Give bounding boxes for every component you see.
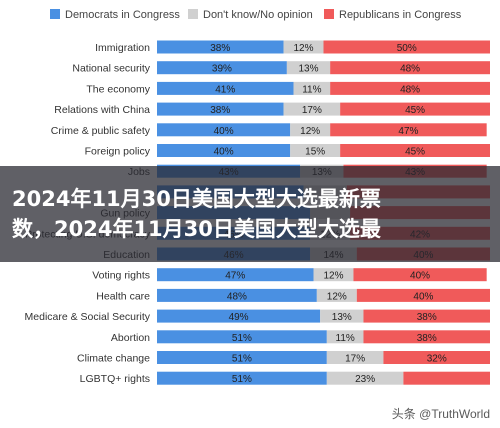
bar-segment-s3 bbox=[383, 351, 490, 364]
data-label: 38% bbox=[417, 333, 437, 344]
data-label: 40% bbox=[214, 126, 234, 137]
category-label: The economy bbox=[86, 83, 150, 95]
data-label: 17% bbox=[345, 354, 365, 365]
bar-segment-s3 bbox=[340, 102, 490, 116]
legend-swatch-2 bbox=[188, 9, 198, 19]
data-label: 48% bbox=[400, 64, 420, 75]
bar-segment-s1 bbox=[157, 102, 284, 116]
category-label: Immigration bbox=[95, 42, 150, 54]
data-label: 47% bbox=[225, 271, 245, 282]
bar-segment-s3 bbox=[340, 144, 490, 157]
data-label: 12% bbox=[300, 126, 320, 137]
data-label: 13% bbox=[299, 64, 319, 75]
category-label: Abortion bbox=[111, 332, 150, 344]
bar-segment-s2 bbox=[290, 123, 331, 137]
data-label: 38% bbox=[210, 105, 230, 116]
data-label: 49% bbox=[229, 312, 249, 323]
headline-overlay: 2024年11月30日美国大型大选最新票 数，2024年11月30日美国大型大选… bbox=[0, 166, 500, 262]
data-label: 50% bbox=[397, 43, 417, 54]
headline-line-1: 2024年11月30日美国大型大选最新票 bbox=[12, 187, 381, 211]
category-label: Medicare & Social Security bbox=[25, 311, 151, 323]
data-label: 12% bbox=[323, 271, 343, 282]
bar-segment-s3 bbox=[330, 61, 490, 75]
bar-segment-s2 bbox=[313, 268, 354, 282]
bar-segment-s1 bbox=[157, 40, 284, 54]
bar-segment-s2 bbox=[326, 371, 404, 385]
bar-segment-s1 bbox=[157, 288, 317, 302]
data-label: 39% bbox=[212, 64, 232, 75]
data-label: 38% bbox=[417, 312, 437, 323]
bar-segment-s1 bbox=[157, 371, 327, 385]
data-label: 32% bbox=[427, 354, 447, 365]
data-label: 15% bbox=[305, 147, 325, 158]
legend-label-3: Republicans in Congress bbox=[339, 9, 462, 21]
data-label: 45% bbox=[405, 147, 425, 158]
data-label: 47% bbox=[398, 126, 418, 137]
data-label: 41% bbox=[215, 84, 235, 95]
bar-segment-s2 bbox=[316, 288, 357, 302]
bar-segment-s1 bbox=[157, 123, 291, 137]
category-label: National security bbox=[72, 63, 150, 75]
bar-segment-s3 bbox=[353, 268, 487, 282]
category-label: Relations with China bbox=[54, 104, 150, 116]
data-label: 48% bbox=[400, 84, 420, 95]
bar-segment-s3 bbox=[323, 40, 490, 54]
category-label: Climate change bbox=[77, 353, 150, 365]
bar-segment-s3 bbox=[356, 288, 490, 302]
bar-segment-s2 bbox=[283, 40, 324, 54]
data-label: 12% bbox=[294, 43, 314, 54]
bar-segment-s3 bbox=[403, 371, 490, 385]
data-label: 11% bbox=[336, 333, 355, 344]
data-label: 17% bbox=[302, 105, 322, 116]
bar-segment-s1 bbox=[157, 309, 321, 323]
bar-segment-s3 bbox=[330, 123, 487, 137]
bar-segment-s2 bbox=[283, 102, 341, 116]
data-label: 51% bbox=[232, 354, 252, 365]
bar-segment-s2 bbox=[320, 309, 364, 323]
bar-segment-s2 bbox=[293, 81, 331, 95]
data-label: 45% bbox=[405, 105, 425, 116]
category-label: Voting rights bbox=[92, 270, 150, 282]
category-label: Foreign policy bbox=[85, 146, 151, 158]
bar-segment-s2 bbox=[290, 144, 341, 157]
data-label: 40% bbox=[214, 147, 234, 158]
legend-label-1: Democrats in Congress bbox=[65, 9, 180, 21]
bar-segment-s1 bbox=[157, 330, 327, 344]
bar-segment-s1 bbox=[157, 61, 287, 75]
data-label: 38% bbox=[210, 43, 230, 54]
category-label: Health care bbox=[96, 290, 150, 302]
headline-line-2: 数，2024年11月30日美国大型大选最 bbox=[12, 217, 381, 241]
data-label: 40% bbox=[413, 291, 433, 302]
bar-segment-s3 bbox=[363, 330, 490, 344]
data-label: 11% bbox=[302, 84, 321, 95]
data-label: 13% bbox=[332, 312, 352, 323]
category-label: Crime & public safety bbox=[51, 125, 151, 137]
data-label: 51% bbox=[232, 374, 252, 385]
bar-segment-s3 bbox=[363, 309, 490, 323]
bar-segment-s2 bbox=[286, 61, 331, 75]
bar-segment-s1 bbox=[157, 81, 294, 95]
data-label: 23% bbox=[355, 374, 375, 385]
data-label: 40% bbox=[410, 271, 430, 282]
data-label: 48% bbox=[227, 291, 247, 302]
category-label: LGBTQ+ rights bbox=[80, 373, 150, 385]
data-label: 12% bbox=[327, 291, 347, 302]
bar-segment-s1 bbox=[157, 351, 327, 364]
watermark: 头条 @TruthWorld bbox=[391, 407, 490, 421]
legend-label-2: Don't know/No opinion bbox=[203, 9, 313, 21]
bar-segment-s3 bbox=[330, 81, 490, 95]
data-label: 51% bbox=[232, 333, 252, 344]
bar-segment-s1 bbox=[157, 144, 291, 157]
bar-segment-s2 bbox=[326, 351, 384, 364]
bar-segment-s1 bbox=[157, 268, 314, 282]
bar-segment-s2 bbox=[326, 330, 364, 344]
legend-swatch-3 bbox=[324, 9, 334, 19]
legend-swatch-1 bbox=[50, 9, 60, 19]
